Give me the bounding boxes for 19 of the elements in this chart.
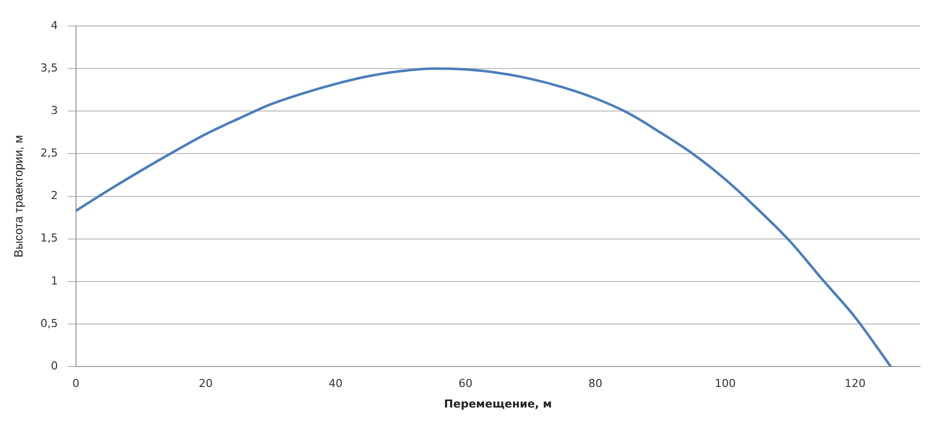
y-tick-label: 0,5 bbox=[40, 316, 58, 330]
y-axis-title: Высота траектории, м bbox=[12, 135, 26, 258]
y-tick-label: 1,5 bbox=[40, 232, 58, 245]
x-tick-label: 80 bbox=[588, 377, 602, 390]
line-series bbox=[76, 67, 892, 367]
x-tick-label: 120 bbox=[844, 377, 866, 390]
x-tick-label: 0 bbox=[72, 377, 80, 390]
y-tick-label: 3 bbox=[50, 104, 58, 118]
y-tick-label: 0 bbox=[50, 359, 58, 372]
x-tick-label: 20 bbox=[198, 377, 213, 390]
x-tick-label: 100 bbox=[714, 377, 736, 390]
x-axis-title: Перемещение, м bbox=[444, 397, 552, 410]
y-tick-label: 3,5 bbox=[40, 61, 58, 74]
y-tick-label: 4 bbox=[50, 18, 58, 32]
y-tick-label: 2 bbox=[50, 189, 58, 202]
y-tick-label: 1 bbox=[50, 274, 58, 288]
y-tick-label: 2,5 bbox=[40, 146, 58, 160]
x-tick-label: 60 bbox=[458, 377, 472, 390]
x-tick-label: 40 bbox=[328, 377, 343, 390]
